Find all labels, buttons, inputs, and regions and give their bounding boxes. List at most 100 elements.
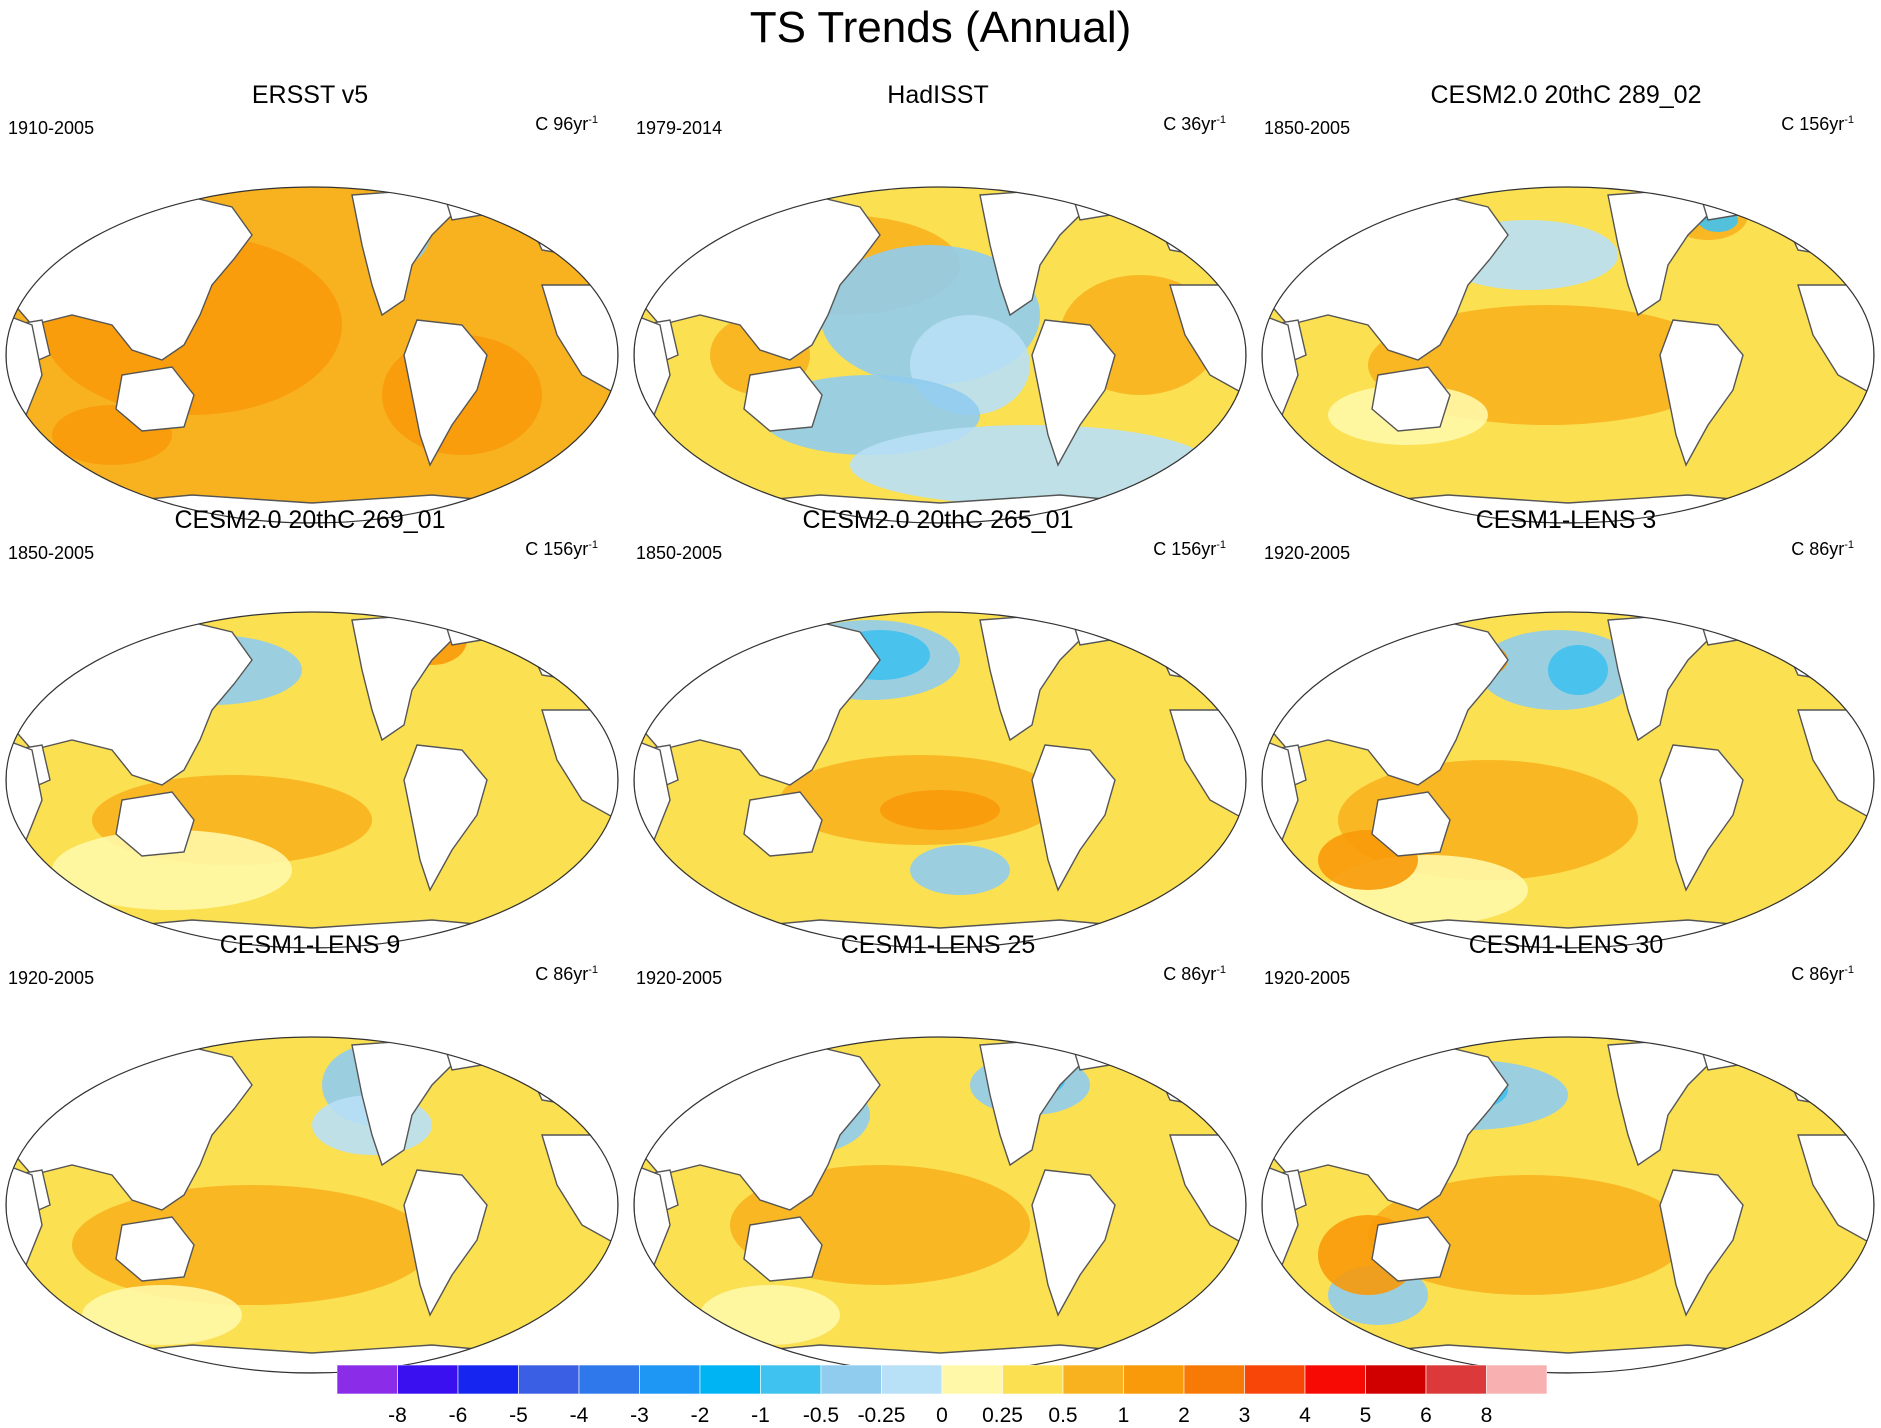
- trend-region: [880, 790, 1000, 830]
- colorbar-box: [1123, 1365, 1185, 1395]
- panel-title: CESM2.0 20thC 269_01: [174, 506, 446, 534]
- map-panel: CESM2.0 20thC 269_01 1850-2005 C 156yr-1: [0, 505, 620, 949]
- panel-period: 1850-2005: [636, 543, 723, 563]
- map-panel: CESM2.0 20thC 265_01 1850-2005 C 156yr-1: [628, 505, 1248, 949]
- map-plot: [5, 1036, 619, 1374]
- map-panel: CESM1-LENS 9 1920-2005 C 86yr-1: [0, 930, 620, 1374]
- panel-units: C 86yr-1: [1791, 964, 1854, 984]
- landmass-australia: [743, 1216, 823, 1282]
- panel-title: CESM2.0 20thC 265_01: [802, 506, 1074, 534]
- landmass-samerica: [403, 744, 488, 892]
- panel-title: ERSST v5: [251, 81, 369, 109]
- map-border: [5, 186, 619, 524]
- panel-period: 1920-2005: [8, 968, 95, 988]
- colorbar-box: [578, 1365, 640, 1395]
- landmass-australia: [743, 791, 823, 857]
- colorbar-label: 2: [1178, 1404, 1190, 1427]
- panel-units: C 156yr-1: [1781, 114, 1854, 134]
- trend-region: [1368, 1175, 1688, 1295]
- map-border: [1261, 611, 1875, 949]
- landmass-australia: [115, 366, 195, 432]
- panel-period: 1920-2005: [1264, 543, 1351, 563]
- landmass-samerica: [1031, 744, 1116, 892]
- panel-title: HadISST: [887, 81, 989, 109]
- colorbar-label: 0.25: [982, 1404, 1023, 1427]
- map-panel: CESM1-LENS 3 1920-2005 C 86yr-1: [1256, 505, 1876, 949]
- colorbar-label: -3: [630, 1404, 649, 1427]
- colorbar-label: 1: [1117, 1404, 1130, 1427]
- map-plot: [5, 186, 619, 524]
- colorbar-box: [1425, 1365, 1487, 1395]
- colorbar-label: 0: [936, 1404, 948, 1427]
- panel-period: 1910-2005: [8, 118, 95, 138]
- colorbar-label: -2: [690, 1404, 710, 1427]
- colorbar-box: [1486, 1365, 1547, 1395]
- colorbar-box: [457, 1365, 519, 1395]
- map-panel: CESM1-LENS 25 1920-2005 C 86yr-1: [628, 930, 1248, 1374]
- colorbar-box: [397, 1365, 459, 1395]
- colorbar-label: 5: [1359, 1404, 1372, 1427]
- landmass-samerica: [403, 1169, 488, 1317]
- map-panel: ERSST v5 1910-2005 C 96yr-1: [0, 80, 620, 524]
- panel-title: CESM2.0 20thC 289_02: [1430, 81, 1702, 109]
- colorbar-box: [1244, 1365, 1306, 1395]
- landmass-samerica: [403, 319, 488, 467]
- colorbar-label: -1: [751, 1404, 770, 1427]
- trend-region: [910, 845, 1010, 895]
- panel-period: 1979-2014: [636, 118, 723, 138]
- colorbar-label: 4: [1299, 1404, 1311, 1427]
- map-plot: [1261, 611, 1875, 949]
- colorbar-box: [820, 1365, 882, 1395]
- map-plot: [5, 611, 619, 949]
- trend-region: [52, 830, 292, 910]
- colorbar-label: -0.5: [802, 1404, 840, 1427]
- panel-units: C 86yr-1: [1163, 964, 1226, 984]
- map-panel: HadISST 1979-2014 C 36yr-1: [628, 80, 1248, 524]
- panel-title: CESM1-LENS 3: [1475, 506, 1657, 534]
- panel-title: CESM1-LENS 30: [1468, 931, 1664, 959]
- colorbar-label: 6: [1420, 1404, 1432, 1427]
- colorbar-label: -0.25: [857, 1404, 906, 1427]
- colorbar-label: -6: [448, 1404, 468, 1427]
- trend-region: [82, 1285, 242, 1345]
- landmass-australia: [1371, 1216, 1451, 1282]
- landmass-samerica: [1659, 744, 1744, 892]
- panel-period: 1920-2005: [636, 968, 723, 988]
- colorbar-label: -4: [569, 1404, 589, 1427]
- landmass-samerica: [1031, 319, 1116, 467]
- colorbar-box: [941, 1365, 1003, 1395]
- colorbar-box: [1002, 1365, 1064, 1395]
- landmass-australia: [743, 366, 823, 432]
- panel-units: C 36yr-1: [1163, 114, 1226, 134]
- trend-region: [700, 1285, 840, 1345]
- panel-units: C 156yr-1: [525, 539, 598, 559]
- map-panel: CESM1-LENS 30 1920-2005 C 86yr-1: [1256, 930, 1876, 1374]
- map-border: [5, 1036, 619, 1374]
- landmass-australia: [115, 1216, 195, 1282]
- figure-title: TS Trends (Annual): [749, 3, 1132, 52]
- colorbar-label: 0.5: [1048, 1404, 1078, 1427]
- panel-units: C 86yr-1: [535, 964, 598, 984]
- colorbar-box: [699, 1365, 761, 1395]
- colorbar-label: 8: [1480, 1404, 1493, 1427]
- colorbar-box: [760, 1365, 822, 1395]
- landmass-samerica: [1659, 319, 1744, 467]
- panel-units: C 96yr-1: [535, 114, 598, 134]
- colorbar-label: -5: [509, 1404, 528, 1427]
- panel-units: C 156yr-1: [1153, 539, 1226, 559]
- landmass-samerica: [1659, 1169, 1744, 1317]
- colorbar-label: 3: [1238, 1404, 1251, 1427]
- colorbar-box: [1183, 1365, 1245, 1395]
- panel-title: CESM1-LENS 9: [219, 931, 401, 959]
- map-border: [1261, 1036, 1875, 1374]
- map-plot: [633, 611, 1247, 949]
- trend-region: [1548, 645, 1608, 695]
- colorbar: [337, 1365, 1547, 1395]
- landmass-australia: [1371, 366, 1451, 432]
- colorbar-box: [639, 1365, 701, 1395]
- map-panel: CESM2.0 20thC 289_02 1850-2005 C 156yr-1: [1256, 80, 1876, 524]
- colorbar-box: [337, 1365, 398, 1395]
- map-plot: [1261, 186, 1875, 524]
- map-border: [633, 611, 1247, 949]
- map-border: [1261, 186, 1875, 524]
